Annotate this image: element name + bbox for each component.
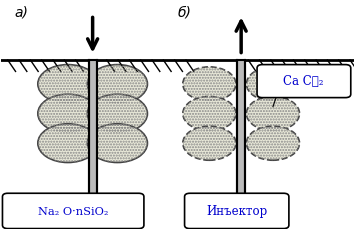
Circle shape [38,65,98,104]
FancyBboxPatch shape [185,194,289,229]
Circle shape [38,124,98,163]
Circle shape [87,65,147,104]
Text: Ca Cℓ₂: Ca Cℓ₂ [284,75,324,88]
Text: Na₂ O·nSiO₂: Na₂ O·nSiO₂ [38,206,108,216]
Circle shape [183,68,236,102]
Circle shape [246,97,300,131]
Circle shape [87,124,147,163]
Text: а): а) [15,5,29,19]
Circle shape [183,97,236,131]
Circle shape [246,68,300,102]
Circle shape [38,95,98,133]
Circle shape [183,127,236,161]
FancyBboxPatch shape [2,194,144,229]
Text: б): б) [178,5,191,19]
FancyBboxPatch shape [257,65,351,98]
Bar [237,61,245,205]
Circle shape [87,95,147,133]
Bar [89,61,97,205]
Text: Инъектор: Инъектор [206,204,268,217]
Circle shape [246,127,300,161]
